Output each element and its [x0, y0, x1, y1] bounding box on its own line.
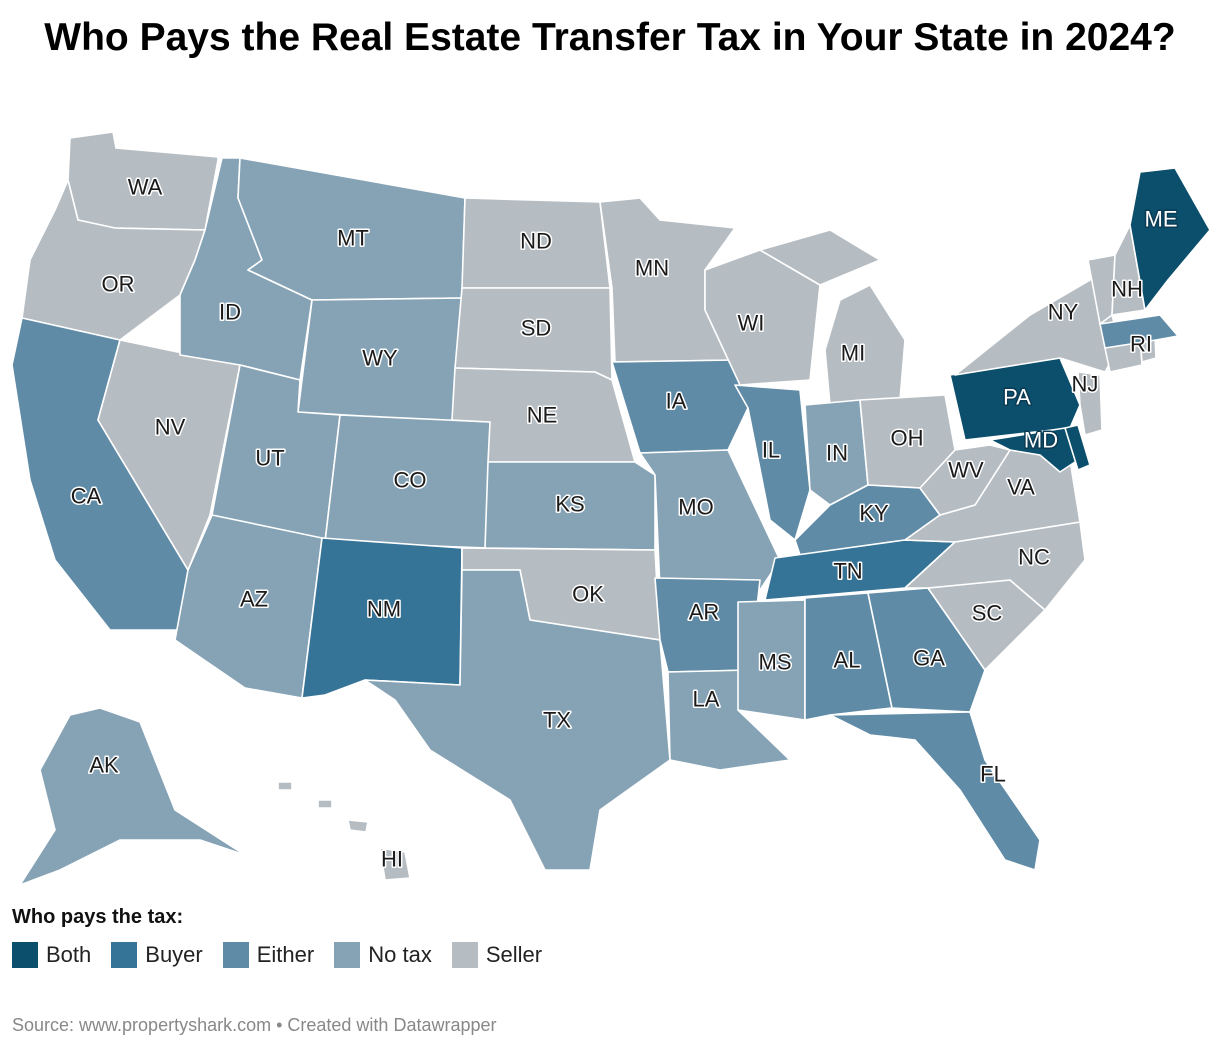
label-ky: KY	[859, 501, 889, 526]
state-tx[interactable]	[364, 569, 671, 871]
state-fl[interactable]	[829, 711, 1041, 871]
legend-item-buyer: Buyer	[111, 942, 203, 968]
state-mo[interactable]	[639, 449, 781, 591]
label-mi: MI	[841, 341, 865, 366]
legend-swatch	[222, 942, 249, 968]
state-ak[interactable]	[19, 707, 246, 886]
label-la: LA	[693, 687, 720, 712]
legend-swatch	[451, 942, 478, 968]
label-nc: NC	[1018, 545, 1050, 570]
label-wv: WV	[948, 458, 984, 483]
legend-label: No tax	[368, 942, 432, 967]
label-sd: SD	[521, 316, 552, 341]
label-ks: KS	[555, 492, 584, 517]
state-de[interactable]	[1064, 424, 1091, 471]
label-md: MD	[1024, 428, 1058, 453]
label-pa: PA	[1003, 385, 1031, 410]
state-ma[interactable]	[1099, 314, 1179, 349]
label-ga: GA	[913, 646, 945, 671]
label-nv: NV	[155, 415, 186, 440]
label-fl: FL	[980, 762, 1006, 787]
legend-label: Either	[256, 942, 315, 967]
label-ok: OK	[572, 582, 604, 607]
label-sc: SC	[972, 601, 1003, 626]
state-ia[interactable]	[611, 359, 749, 454]
label-mt: MT	[337, 226, 369, 251]
label-tx: TX	[543, 708, 571, 733]
label-wa: WA	[128, 175, 163, 200]
label-ak: AK	[89, 753, 119, 778]
state-me[interactable]	[1129, 167, 1211, 311]
legend-item-either: Either	[222, 942, 315, 968]
label-tn: TN	[833, 559, 862, 584]
label-ri: RI	[1130, 332, 1152, 357]
label-oh: OH	[891, 426, 924, 451]
label-in: IN	[826, 441, 848, 466]
us-map: WA OR CA NV ID MT WY UT CO AZ NM ND SD N…	[11, 131, 1211, 886]
legend-label: Both	[46, 942, 92, 967]
legend-item-seller: Seller	[451, 942, 543, 968]
label-ia: IA	[666, 389, 687, 414]
label-al: AL	[834, 648, 861, 673]
label-nj: NJ	[1072, 372, 1099, 397]
legend-swatch	[111, 942, 138, 968]
label-ny: NY	[1048, 300, 1079, 325]
label-nm: NM	[367, 597, 401, 622]
legend-item-no-tax: No tax	[334, 942, 432, 968]
state-ks[interactable]	[484, 461, 656, 551]
label-hi: HI	[381, 847, 403, 872]
label-co: CO	[394, 468, 427, 493]
label-va: VA	[1007, 475, 1035, 500]
label-mn: MN	[635, 256, 669, 281]
label-ca: CA	[71, 484, 102, 509]
legend-label: Buyer	[145, 942, 203, 967]
label-wi: WI	[738, 311, 765, 336]
label-ms: MS	[759, 650, 792, 675]
state-hi[interactable]	[277, 781, 411, 881]
state-nj[interactable]	[1077, 371, 1103, 436]
legend-item-both: Both	[12, 942, 91, 968]
legend-swatch	[12, 942, 38, 968]
label-az: AZ	[240, 587, 268, 612]
legend: Both Buyer Either No tax Seller	[12, 942, 562, 968]
state-ga[interactable]	[867, 587, 986, 713]
label-il: IL	[762, 438, 780, 463]
label-wy: WY	[362, 346, 398, 371]
legend-title: Who pays the tax:	[12, 906, 184, 928]
label-id: ID	[219, 300, 241, 325]
label-nd: ND	[520, 229, 552, 254]
label-mo: MO	[678, 495, 713, 520]
chart-title: Who Pays the Real Estate Transfer Tax in…	[44, 16, 1176, 59]
label-or: OR	[102, 272, 135, 297]
source-credit: Source: www.propertyshark.com • Created …	[12, 1015, 497, 1035]
label-ar: AR	[689, 600, 720, 625]
label-me: ME	[1145, 207, 1178, 232]
label-ut: UT	[255, 446, 284, 471]
legend-swatch	[334, 942, 361, 968]
label-nh: NH	[1111, 277, 1143, 302]
label-ne: NE	[527, 403, 558, 428]
state-al[interactable]	[804, 592, 893, 721]
legend-label: Seller	[485, 942, 543, 967]
